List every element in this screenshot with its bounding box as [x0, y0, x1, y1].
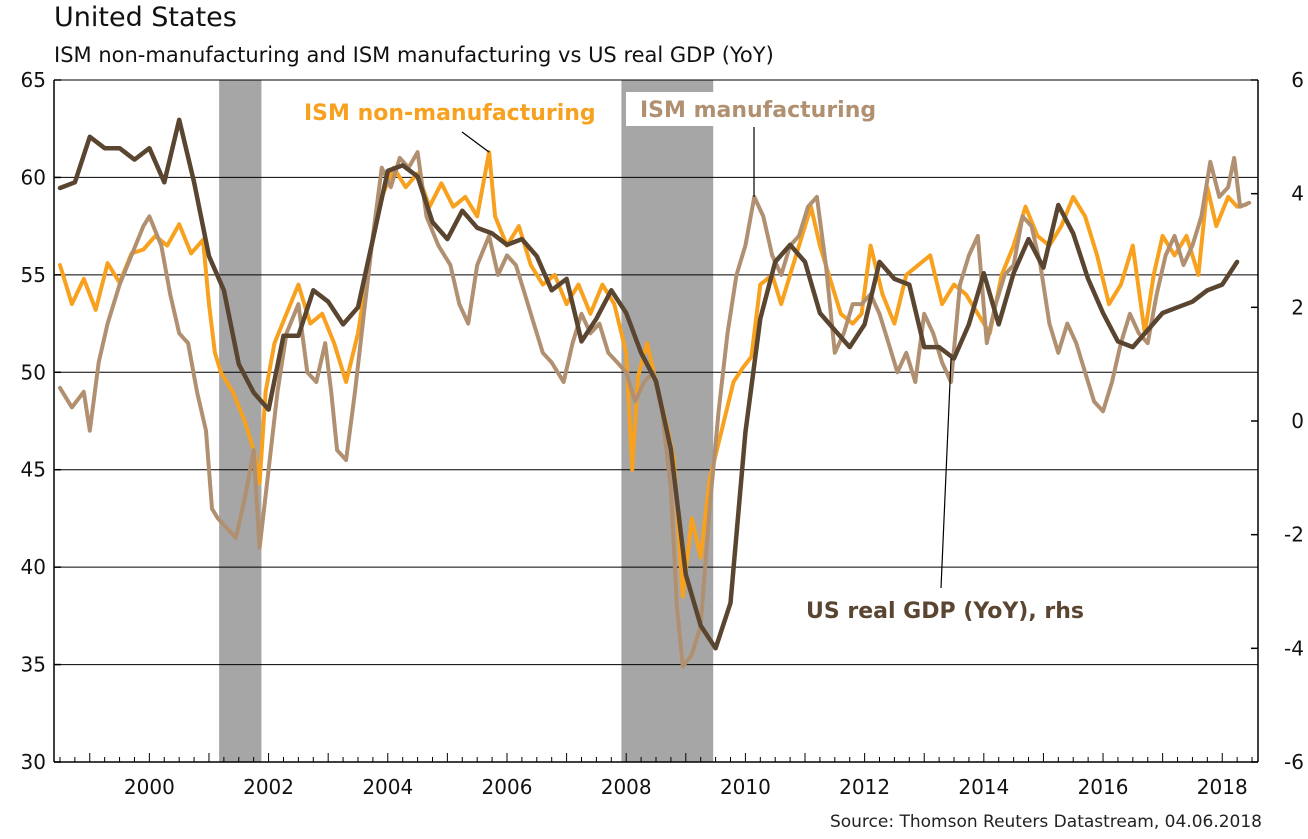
y-left-tick-label: 65	[21, 68, 46, 92]
us-gdp-line	[57, 117, 1240, 651]
annotation-leaders	[461, 127, 952, 589]
leader-us-gdp	[940, 358, 952, 589]
source-note: Source: Thomson Reuters Datastream, 04.0…	[829, 812, 1262, 832]
y-left-tick-label: 55	[21, 263, 46, 287]
x-tick-label: 2010	[720, 775, 771, 799]
y-right-tick-label: 6	[1291, 68, 1304, 92]
x-tick-label: 2002	[243, 775, 294, 799]
leader-ism-non-manufacturing	[461, 131, 490, 153]
x-tick-label: 2016	[1078, 775, 1129, 799]
y-right-tick-label: -2	[1284, 523, 1304, 547]
y-left-tick-label: 50	[21, 360, 46, 384]
label-background	[626, 92, 888, 126]
chart-title: United States	[54, 2, 237, 33]
axes: 30 35 40 45 50 55 60 65 -6 -4 -2 0 2 4 6 2000 2002 2004 20…	[21, 68, 1304, 799]
x-tick-label: 2008	[601, 775, 652, 799]
x-tick-label: 2014	[958, 775, 1009, 799]
y-right-tick-label: 2	[1291, 295, 1304, 319]
y-right-tick-label: -4	[1284, 636, 1304, 660]
y-right-tick-label: 0	[1291, 409, 1304, 433]
series-labels: ISM non-manufacturing ISM manufacturing US…	[304, 92, 1084, 624]
y-left-tick-label: 35	[21, 653, 46, 677]
series-lines	[57, 117, 1252, 669]
y-right-tick-label: -6	[1284, 750, 1304, 774]
x-tick-label: 2018	[1197, 775, 1248, 799]
label-ism-non-manufacturing: ISM non-manufacturing	[304, 101, 596, 126]
x-tick-label: 2012	[839, 775, 890, 799]
y-left-tick-label: 45	[21, 458, 46, 482]
chart-subtitle: ISM non-manufacturing and ISM manufactur…	[54, 43, 774, 67]
y-left-tick-label: 30	[21, 750, 46, 774]
x-tick-label: 2004	[362, 775, 413, 799]
y-left-tick-label: 40	[21, 555, 46, 579]
label-us-gdp: US real GDP (YoY), rhs	[806, 599, 1084, 624]
recession-band	[219, 80, 262, 762]
y-right-tick-label: 4	[1291, 182, 1304, 206]
x-tick-label: 2006	[482, 775, 533, 799]
y-left-tick-label: 60	[21, 165, 46, 189]
ism-manufacturing-line	[58, 150, 1252, 669]
label-ism-manufacturing: ISM manufacturing	[640, 98, 876, 123]
recession-bands	[219, 80, 714, 762]
x-tick-label: 2000	[124, 775, 175, 799]
